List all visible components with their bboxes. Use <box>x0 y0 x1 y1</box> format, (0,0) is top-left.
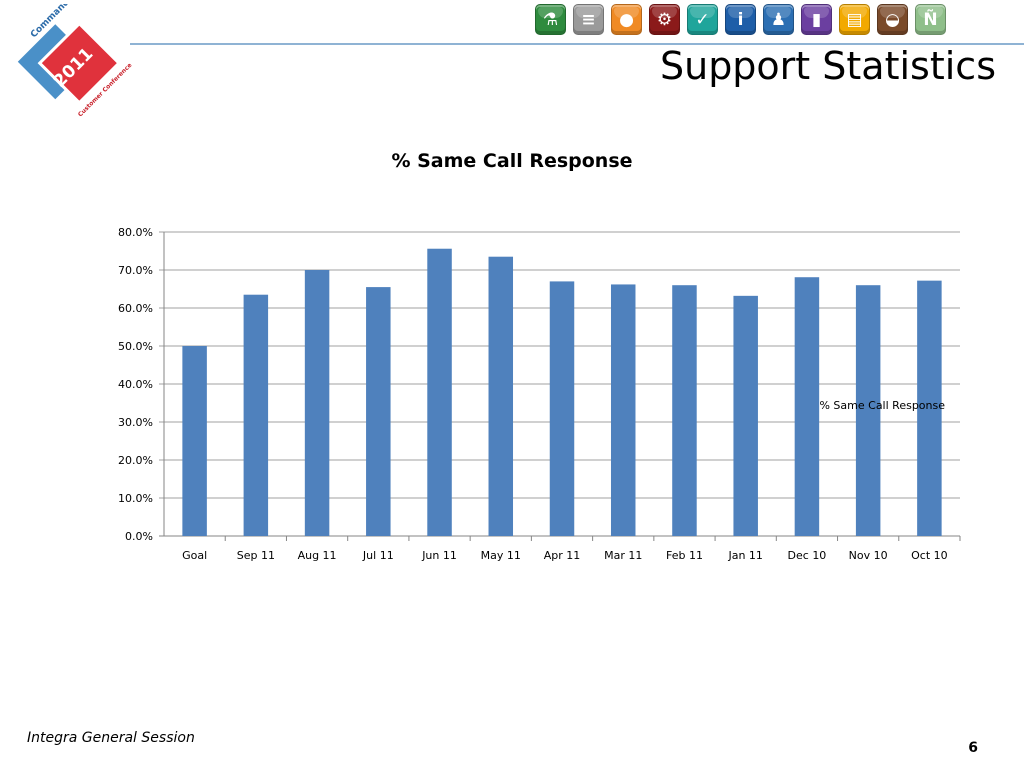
y-tick-label: 60.0% <box>118 302 153 315</box>
x-tick-label: Mar 11 <box>604 549 642 562</box>
y-tick-label: 50.0% <box>118 340 153 353</box>
x-tick-label: Jul 11 <box>362 549 394 562</box>
check-icon[interactable]: ✓ <box>687 4 718 35</box>
x-tick-label: Aug 11 <box>298 549 337 562</box>
y-tick-label: 80.0% <box>118 226 153 239</box>
y-tick-label: 0.0% <box>125 530 153 543</box>
bar-aug-11 <box>304 270 330 536</box>
x-tick-label: Nov 10 <box>849 549 888 562</box>
hardhat-icon[interactable]: ◒ <box>877 4 908 35</box>
slide-title: Support Statistics <box>659 44 996 88</box>
x-tick-label: Sep 11 <box>237 549 275 562</box>
info-icon[interactable]: i <box>725 4 756 35</box>
y-tick-label: 70.0% <box>118 264 153 277</box>
y-tick-label: 40.0% <box>118 378 153 391</box>
x-tick-label: Jan 11 <box>727 549 762 562</box>
bars <box>182 248 942 536</box>
y-tick-label: 10.0% <box>118 492 153 505</box>
bar-apr-11 <box>549 281 575 536</box>
cookie-icon[interactable]: ● <box>611 4 642 35</box>
bar-may-11 <box>488 256 514 536</box>
legend-series-name: % Same Call Response <box>819 399 945 412</box>
header-divider <box>130 43 1024 45</box>
x-tick-label: Oct 10 <box>911 549 948 562</box>
legend: % Same Call Response <box>819 399 945 412</box>
bar-goal <box>182 346 207 536</box>
x-tick-label: Apr 11 <box>544 549 581 562</box>
x-tick-label: Jun 11 <box>421 549 457 562</box>
bar-nov-10 <box>855 285 881 536</box>
bar-jun-11 <box>427 248 452 536</box>
x-tick-label: Goal <box>182 549 207 562</box>
person-icon[interactable]: ♟ <box>763 4 794 35</box>
n-tilde-icon[interactable]: Ñ <box>915 4 946 35</box>
x-tick-label: Feb 11 <box>666 549 703 562</box>
app-icon-bar: ⚗ ≡ ● ⚙ ✓ i ♟ ▮ ▤ ◒ Ñ <box>535 4 946 35</box>
chart-title: % Same Call Response <box>391 150 633 172</box>
bar-oct-10 <box>917 280 942 536</box>
bar-mar-11 <box>610 284 636 536</box>
stack-icon[interactable]: ≡ <box>573 4 604 35</box>
axes <box>163 232 961 541</box>
bar-sep-11 <box>243 294 269 536</box>
conference-logo: Command Alkon 2011 Customer Conference <box>13 4 132 118</box>
bar-dec-10 <box>794 277 820 536</box>
window-icon[interactable]: ▤ <box>839 4 870 35</box>
x-tick-label: Dec 10 <box>788 549 827 562</box>
footer-session-label: Integra General Session <box>27 730 195 746</box>
gears-icon[interactable]: ⚙ <box>649 4 680 35</box>
y-tick-label: 20.0% <box>118 454 153 467</box>
x-tick-label: May 11 <box>481 549 521 562</box>
doors-icon[interactable]: ▮ <box>801 4 832 35</box>
bar-jul-11 <box>366 287 391 536</box>
page-number: 6 <box>968 740 978 756</box>
y-tick-label: 30.0% <box>118 416 153 429</box>
tick-labels: 0.0% 10.0% 20.0% 30.0% 40.0% 50.0% 60.0% 70.0% 8… <box>118 226 948 562</box>
bar-feb-11 <box>672 285 697 536</box>
flask-icon[interactable]: ⚗ <box>535 4 566 35</box>
bar-jan-11 <box>733 295 758 536</box>
